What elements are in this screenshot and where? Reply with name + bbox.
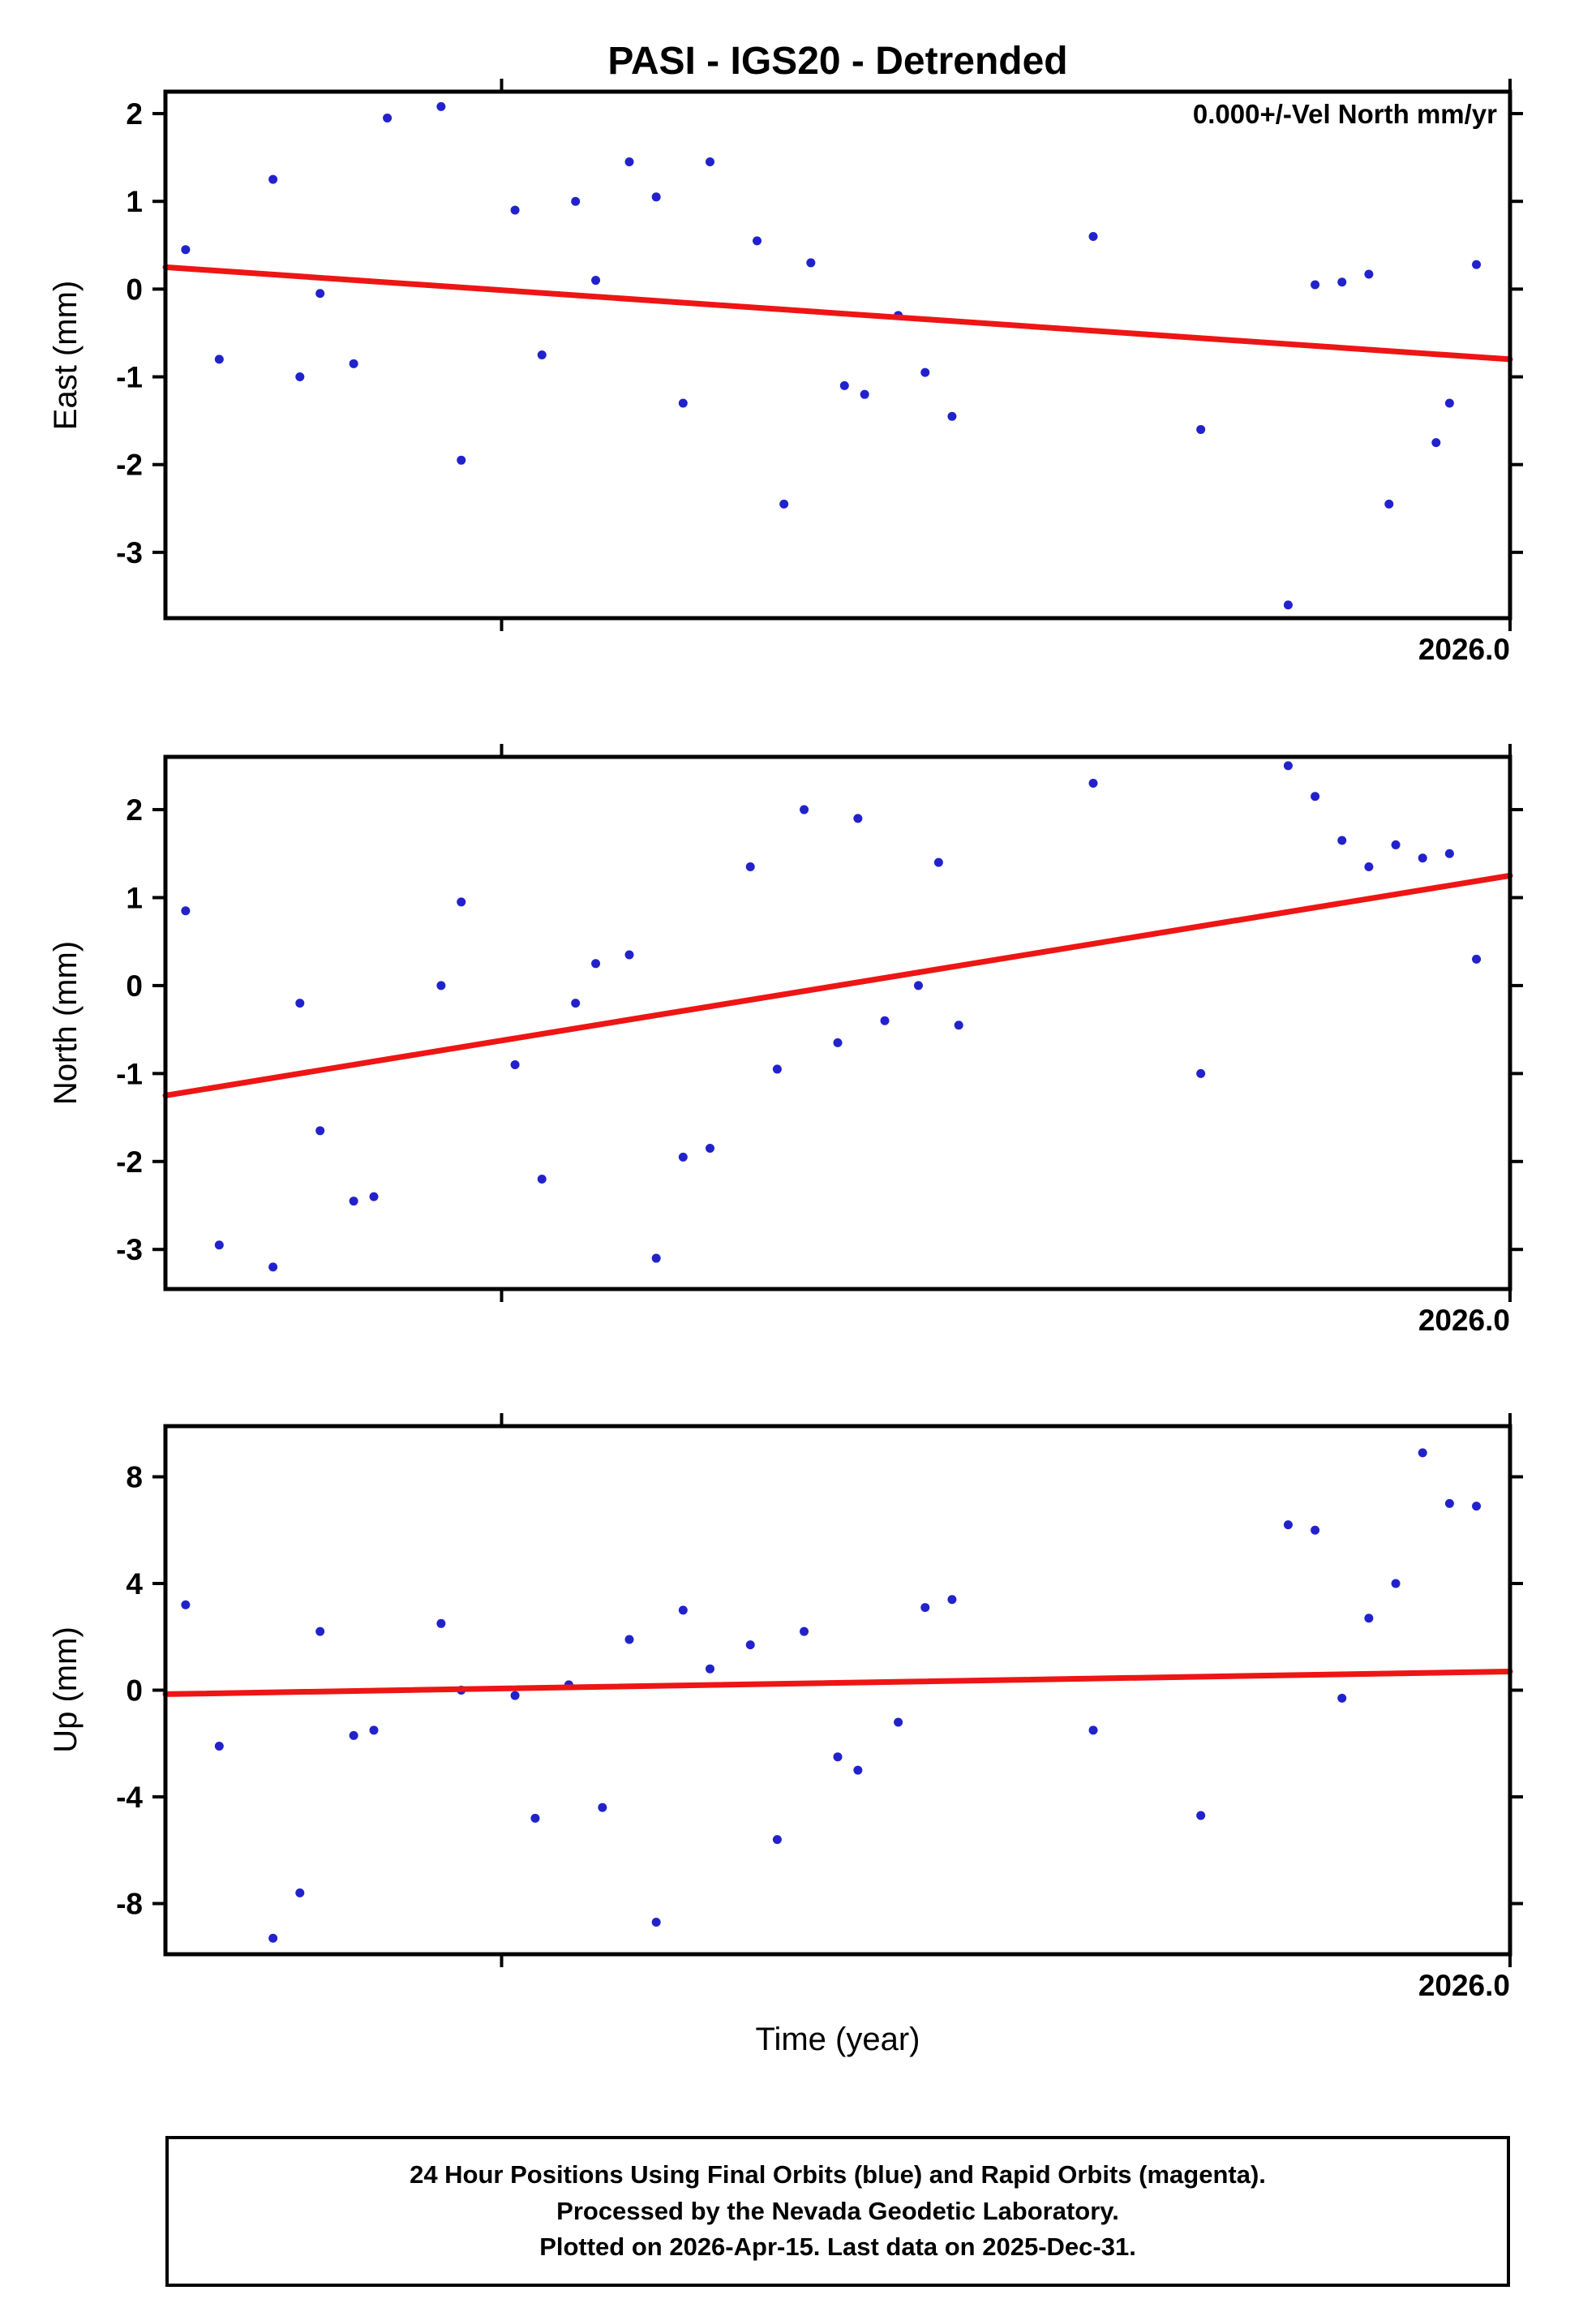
x-end-label-up: 2026.0 bbox=[1418, 1969, 1510, 2002]
svg-text:-1: -1 bbox=[116, 361, 143, 394]
footer-line-1: 24 Hour Positions Using Final Orbits (bl… bbox=[410, 2159, 1266, 2189]
velocity-annotation: 0.000+/-Vel North mm/yr bbox=[1192, 99, 1497, 129]
page-title: PASI - IGS20 - Detrended bbox=[607, 40, 1068, 83]
svg-text:0: 0 bbox=[126, 1674, 143, 1708]
svg-text:0: 0 bbox=[126, 969, 143, 1003]
svg-text:-4: -4 bbox=[116, 1781, 143, 1814]
up-panel-plot: 8 4 0 -4 -8 bbox=[116, 1413, 1523, 1967]
x-axis-label: Time (year) bbox=[755, 2022, 920, 2057]
svg-text:2: 2 bbox=[126, 793, 143, 827]
svg-text:-2: -2 bbox=[116, 449, 143, 482]
svg-text:4: 4 bbox=[126, 1567, 143, 1601]
svg-text:-1: -1 bbox=[116, 1057, 143, 1090]
y-axis-label-north: North (mm) bbox=[48, 940, 84, 1106]
svg-text:8: 8 bbox=[126, 1460, 143, 1493]
svg-text:-3: -3 bbox=[116, 536, 143, 569]
svg-text:-8: -8 bbox=[116, 1888, 143, 1921]
north-panel-plot: 2 1 0 -1 -2 -3 bbox=[116, 744, 1523, 1302]
svg-text:1: 1 bbox=[126, 881, 143, 914]
svg-text:0: 0 bbox=[126, 273, 143, 306]
y-axis-label-east: East (mm) bbox=[48, 280, 84, 431]
east-panel-plot: 2 1 0 -1 -2 -3 bbox=[116, 79, 1523, 631]
svg-text:1: 1 bbox=[126, 185, 143, 218]
y-axis-label-up: Up (mm) bbox=[48, 1626, 84, 1753]
svg-text:-2: -2 bbox=[116, 1145, 143, 1179]
footer-line-3: Plotted on 2026-Apr-15. Last data on 202… bbox=[539, 2232, 1136, 2262]
footer-credit-box: 24 Hour Positions Using Final Orbits (bl… bbox=[165, 2136, 1510, 2287]
footer-line-2: Processed by the Nevada Geodetic Laborat… bbox=[556, 2196, 1119, 2225]
x-end-label-north: 2026.0 bbox=[1418, 1304, 1510, 1337]
svg-text:2: 2 bbox=[126, 97, 143, 131]
x-end-label-east: 2026.0 bbox=[1418, 633, 1510, 666]
svg-text:-3: -3 bbox=[116, 1233, 143, 1266]
